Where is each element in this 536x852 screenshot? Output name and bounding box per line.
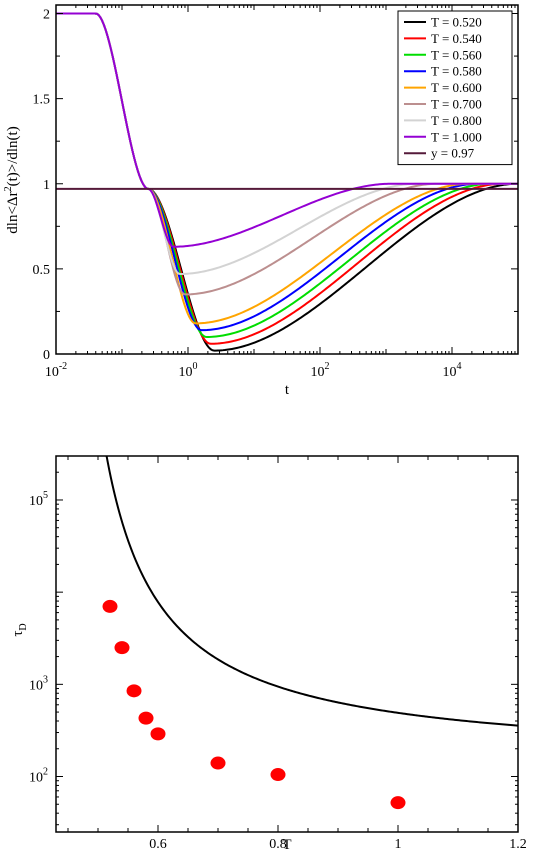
legend-label-5: T = 0.700	[431, 97, 482, 112]
y-tick-label-0: 102	[29, 767, 48, 786]
y-tick-label-2: 1	[43, 178, 50, 193]
data-point-5	[210, 756, 226, 770]
y-tick-label-0: 0	[43, 348, 50, 363]
legend-label-2: T = 0.560	[431, 47, 482, 62]
y-tick-label-4: 2	[43, 8, 50, 23]
x-tick-label-0: 0.6	[149, 837, 167, 852]
legend-label-1: T = 0.540	[431, 31, 482, 46]
msd-slope-x-axis-label: t	[285, 382, 290, 398]
relaxation-time-chart: 0.6 0.8 1 1.2 102 103 105 T τD	[10, 455, 527, 852]
relaxation-time-plot-frame	[55, 455, 519, 833]
data-point-2	[126, 684, 142, 698]
y-tick-label-3: 1.5	[33, 93, 51, 108]
relaxation-time-x-axis-label: T	[282, 837, 291, 852]
data-point-0	[102, 599, 118, 613]
legend-label-6: T = 0.800	[431, 113, 482, 128]
x-tick-label-2: 102	[311, 361, 330, 380]
relaxation-time-y-axis-label: τD	[10, 623, 29, 636]
x-tick-label-1: 0.8	[269, 837, 287, 852]
y-tick-label-1: 0.5	[33, 263, 51, 278]
data-point-3	[138, 711, 154, 725]
y-tick-label-2: 105	[29, 490, 48, 509]
x-tick-label-3: 1.2	[509, 837, 527, 852]
x-tick-label-3: 104	[443, 361, 462, 380]
tau-data-points	[102, 599, 406, 810]
data-point-6	[270, 768, 286, 782]
legend-label-8: y = 0.97	[431, 146, 475, 161]
vft-fit-curve-group	[105, 456, 518, 727]
relaxation-time-ticks: 0.6 0.8 1 1.2 102 103 105	[29, 455, 527, 852]
vft-fit-curve	[105, 456, 518, 727]
data-point-1	[114, 641, 130, 655]
msd-slope-y-axis-label: dln<Δr2(t)>/dln(t)	[3, 126, 21, 233]
msd-slope-ticks: 10-2 100 102 104 0 0.5 1 1.5 2	[33, 5, 519, 380]
msd-slope-plot-frame	[55, 4, 519, 355]
legend-label-0: T = 0.520	[431, 15, 482, 30]
data-point-4	[150, 727, 166, 741]
series-line-7	[56, 12, 518, 248]
y-tick-label-1: 103	[29, 674, 48, 693]
legend-label-4: T = 0.600	[431, 80, 482, 95]
legend-label-3: T = 0.580	[431, 64, 482, 79]
legend-label-7: T = 1.000	[431, 129, 482, 144]
x-tick-label-2: 1	[395, 837, 402, 852]
x-tick-label-1: 100	[179, 361, 198, 380]
msd-slope-series-lines	[56, 12, 518, 352]
x-tick-label-0: 10-2	[45, 361, 67, 380]
data-point-7	[390, 796, 406, 810]
